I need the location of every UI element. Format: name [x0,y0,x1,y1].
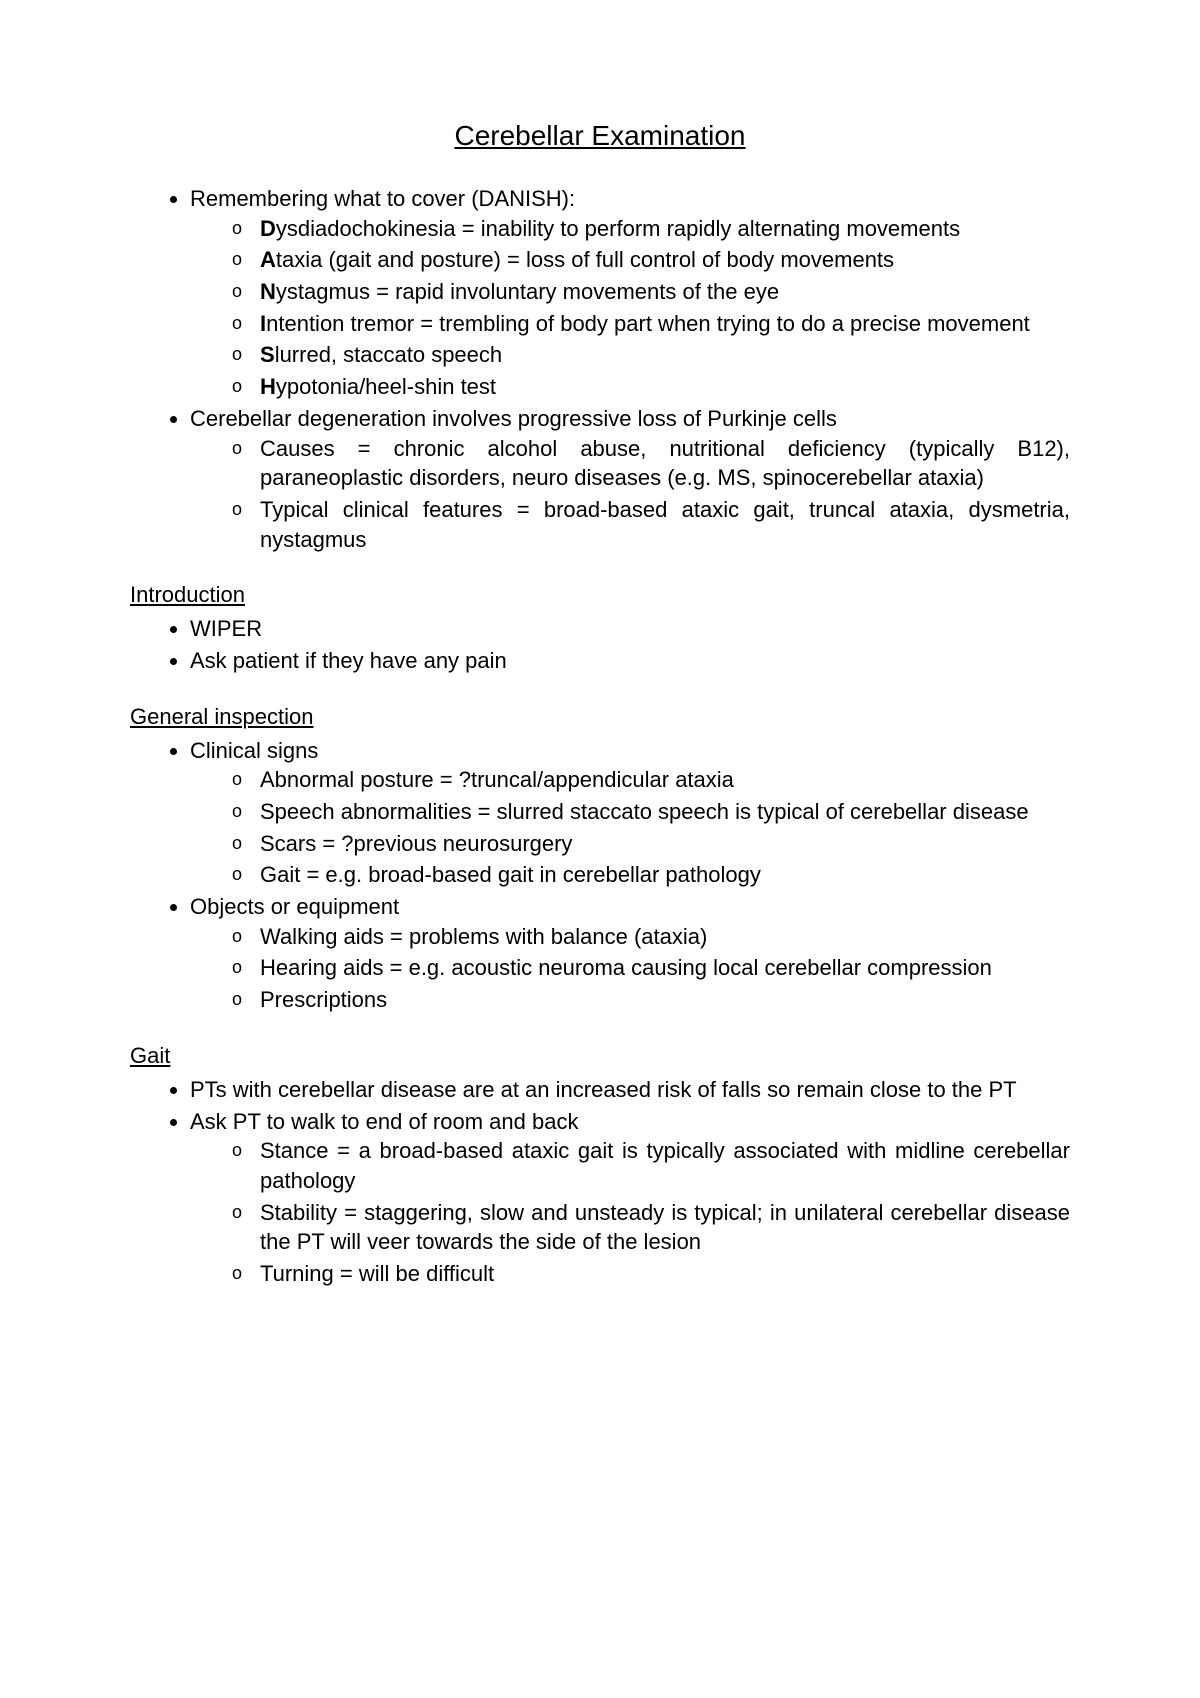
list-item: Intention tremor = trembling of body par… [260,309,1070,339]
list-item-text: taxia (gait and posture) = loss of full … [276,247,894,272]
overview-list: Remembering what to cover (DANISH): Dysd… [130,184,1070,554]
list-item: WIPER [190,614,1070,644]
list-item: Nystagmus = rapid involuntary movements … [260,277,1070,307]
section-heading-gait: Gait [130,1043,1070,1069]
list-item: Abnormal posture = ?truncal/appendicular… [260,765,1070,795]
list-item: Typical clinical features = broad-based … [260,495,1070,554]
bold-letter: S [260,342,275,367]
list-item: Hypotonia/heel-shin test [260,372,1070,402]
list-item: Dysdiadochokinesia = inability to perfor… [260,214,1070,244]
list-item: Slurred, staccato speech [260,340,1070,370]
section-heading-introduction: Introduction [130,582,1070,608]
list-item: Turning = will be difficult [260,1259,1070,1289]
bold-letter: N [260,279,276,304]
list-item: Causes = chronic alcohol abuse, nutritio… [260,434,1070,493]
list-item: Gait = e.g. broad-based gait in cerebell… [260,860,1070,890]
gait-list: PTs with cerebellar disease are at an in… [130,1075,1070,1289]
list-item: Speech abnormalities = slurred staccato … [260,797,1070,827]
list-item-text: Remembering what to cover (DANISH): [190,186,575,211]
list-item: Clinical signs Abnormal posture = ?trunc… [190,736,1070,890]
sublist: Abnormal posture = ?truncal/appendicular… [190,765,1070,890]
document-page: Cerebellar Examination Remembering what … [0,0,1200,1391]
list-item: Prescriptions [260,985,1070,1015]
list-item-text: ypotonia/heel-shin test [276,374,496,399]
page-title: Cerebellar Examination [130,120,1070,152]
list-item: Scars = ?previous neurosurgery [260,829,1070,859]
list-item-text: ntention tremor = trembling of body part… [266,311,1030,336]
section-heading-general-inspection: General inspection [130,704,1070,730]
list-item: PTs with cerebellar disease are at an in… [190,1075,1070,1105]
list-item-text: Cerebellar degeneration involves progres… [190,406,837,431]
list-item-text: Ask PT to walk to end of room and back [190,1109,578,1134]
list-item-text: ystagmus = rapid involuntary movements o… [276,279,779,304]
list-item-text: Objects or equipment [190,894,399,919]
list-item-text: ysdiadochokinesia = inability to perform… [276,216,960,241]
list-item: Ask patient if they have any pain [190,646,1070,676]
list-item: Cerebellar degeneration involves progres… [190,404,1070,554]
list-item: Objects or equipment Walking aids = prob… [190,892,1070,1015]
sublist: Walking aids = problems with balance (at… [190,922,1070,1015]
list-item-text: Clinical signs [190,738,318,763]
sublist: Dysdiadochokinesia = inability to perfor… [190,214,1070,402]
sublist: Stance = a broad-based ataxic gait is ty… [190,1136,1070,1288]
list-item: Hearing aids = e.g. acoustic neuroma cau… [260,953,1070,983]
list-item: Stance = a broad-based ataxic gait is ty… [260,1136,1070,1195]
list-item: Stability = staggering, slow and unstead… [260,1198,1070,1257]
list-item-text: lurred, staccato speech [275,342,502,367]
bold-letter: A [260,247,276,272]
bold-letter: H [260,374,276,399]
intro-list: WIPER Ask patient if they have any pain [130,614,1070,675]
list-item: Remembering what to cover (DANISH): Dysd… [190,184,1070,402]
general-list: Clinical signs Abnormal posture = ?trunc… [130,736,1070,1015]
bold-letter: D [260,216,276,241]
list-item: Walking aids = problems with balance (at… [260,922,1070,952]
list-item: Ataxia (gait and posture) = loss of full… [260,245,1070,275]
sublist: Causes = chronic alcohol abuse, nutritio… [190,434,1070,555]
list-item: Ask PT to walk to end of room and back S… [190,1107,1070,1289]
